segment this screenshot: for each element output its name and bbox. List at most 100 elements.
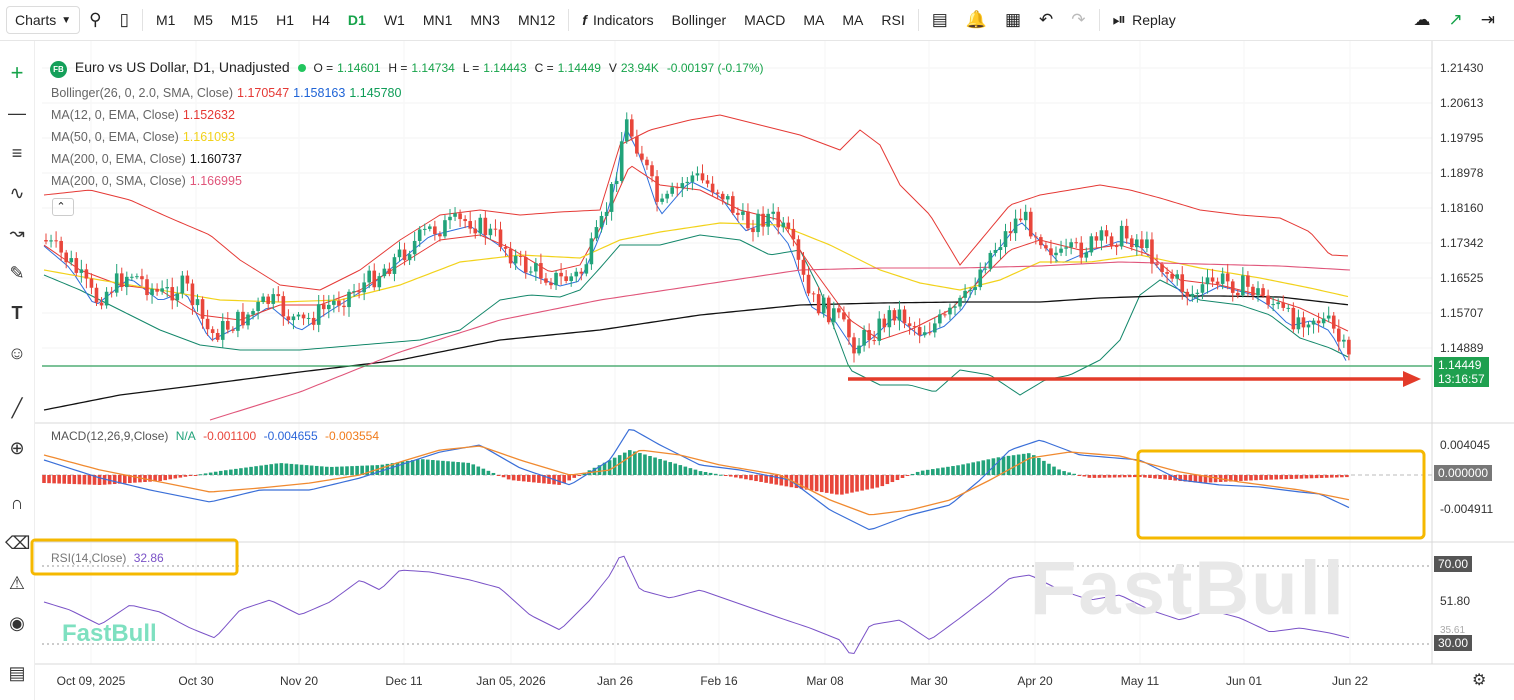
candle-body — [645, 159, 649, 166]
candle-body — [847, 319, 851, 338]
macd-bar — [466, 462, 470, 475]
macd-zero-badge: 0.000000 — [1434, 465, 1493, 481]
indicator-row[interactable]: MA(200, 0, SMA, Close) 1.166995 — [51, 174, 246, 188]
candle-body — [180, 275, 185, 294]
crosshair-icon[interactable]: + — [10, 60, 24, 85]
undo-icon: ↶ — [1039, 10, 1054, 29]
undo-button[interactable]: ↶ — [1030, 0, 1062, 40]
charts-dropdown[interactable]: Charts ▼ — [6, 6, 81, 34]
candle-body — [1251, 286, 1255, 296]
candle-body — [680, 183, 685, 188]
brush-icon[interactable]: ✎ — [9, 263, 25, 283]
macd-bar — [1304, 475, 1309, 479]
macd-bar — [905, 475, 910, 476]
indicator-row[interactable]: MA(50, 0, EMA, Close) 1.161093 — [51, 130, 239, 144]
indicator-shortcut-macd[interactable]: MACD — [744, 12, 786, 28]
alert-button[interactable]: 🔔 — [957, 0, 996, 40]
indicator-shortcut-bollinger[interactable]: Bollinger — [671, 12, 727, 28]
eye-icon[interactable]: ◉ — [9, 613, 25, 633]
candle-body — [135, 276, 139, 278]
macd-bar — [1092, 475, 1097, 478]
macd-bar — [163, 475, 167, 481]
indicators-button[interactable]: f Indicators — [573, 0, 662, 40]
candle-body — [119, 273, 124, 288]
candle-body — [589, 238, 594, 265]
trash-icon[interactable]: ▤ — [8, 663, 26, 683]
collapse-legend-button[interactable]: ⌃ — [52, 198, 74, 216]
candle-body — [973, 287, 977, 290]
settings-gear-icon[interactable]: ⚙ — [1472, 672, 1487, 689]
macd-label: MACD(12,26,9,Close) — [51, 429, 169, 443]
candle-body — [1049, 248, 1053, 256]
search-button[interactable]: ⚲ — [80, 0, 110, 40]
macd-bar — [360, 465, 364, 475]
chart-type-button[interactable]: ▯ — [111, 0, 138, 40]
close-value: 1.14449 — [557, 61, 601, 75]
pattern-tool-icon[interactable]: ∿ — [9, 183, 25, 203]
replay-button[interactable]: ⏯ Replay — [1104, 0, 1185, 40]
fib-tool-icon[interactable]: ≡ — [11, 143, 23, 163]
candle-body — [1261, 288, 1265, 296]
candle-body — [266, 296, 270, 304]
eraser-icon[interactable]: ⌫ — [5, 533, 31, 553]
emoji-icon[interactable]: ☺ — [7, 343, 27, 363]
candle-body — [852, 337, 856, 354]
macd-bar — [239, 468, 243, 475]
timeframe-mn3[interactable]: MN3 — [470, 12, 500, 28]
text-tool-icon[interactable]: T — [11, 303, 23, 323]
projection-tool-icon[interactable]: ↝ — [9, 223, 25, 243]
macd-bar — [860, 475, 864, 491]
timeframe-mn12[interactable]: MN12 — [517, 12, 556, 28]
candle-body — [867, 330, 871, 341]
macd-bar — [1082, 475, 1087, 477]
magnet-icon[interactable]: ∩ — [10, 493, 24, 513]
candle-body — [978, 269, 983, 288]
open-external-button[interactable]: ↗ — [1440, 0, 1472, 40]
macd-bar — [123, 475, 127, 484]
timeframe-h4[interactable]: H4 — [312, 12, 330, 28]
macd-bar — [67, 475, 72, 484]
indicator-row[interactable]: Bollinger(26, 0, 2.0, SMA, Close) 1.17054… — [51, 86, 405, 100]
candle-body — [493, 228, 498, 230]
indicator-shortcut-ma[interactable]: MA — [842, 12, 864, 28]
redo-button[interactable]: ↷ — [1062, 0, 1094, 40]
lock-icon[interactable]: ⚠ — [8, 573, 26, 593]
macd-bar — [420, 459, 425, 475]
exit-button[interactable]: ⇥ — [1472, 0, 1504, 40]
macd-bar — [1299, 475, 1304, 479]
macd-bar — [597, 465, 602, 475]
timeframe-mn1[interactable]: MN1 — [422, 12, 453, 28]
change-value: -0.00197 (-0.17%) — [666, 61, 764, 75]
timeframe-w1[interactable]: W1 — [383, 12, 405, 28]
timeframe-m5[interactable]: M5 — [193, 12, 213, 28]
indicator-shortcut-ma[interactable]: MA — [803, 12, 825, 28]
candle-body — [665, 193, 669, 199]
candle-body — [933, 323, 937, 333]
candle-body — [660, 198, 664, 202]
price-tick: 1.17342 — [1440, 236, 1484, 250]
zoom-in-icon[interactable]: ⊕ — [9, 438, 25, 458]
timeframe-d1[interactable]: D1 — [347, 12, 366, 28]
candle-body — [746, 211, 750, 229]
layout-button[interactable]: ▤ — [923, 0, 957, 40]
timeframe-m1[interactable]: M1 — [155, 12, 176, 28]
candle-body — [392, 257, 397, 274]
macd-bar — [178, 475, 183, 478]
timeframe-h1[interactable]: H1 — [276, 12, 294, 28]
timeframe-m15[interactable]: M15 — [230, 12, 259, 28]
indicator-row[interactable]: MA(200, 0, EMA, Close) 1.160737 — [51, 152, 246, 166]
indicator-shortcut-rsi[interactable]: RSI — [881, 12, 905, 28]
calendar-button[interactable]: ▦ — [996, 0, 1030, 40]
line-tool-icon[interactable]: — — [8, 103, 26, 123]
ruler-icon[interactable]: ╱ — [11, 398, 23, 418]
cloud-button[interactable]: ☁ — [1405, 0, 1440, 40]
bollinger-upper — [43, 114, 1349, 291]
macd-bar — [1198, 475, 1203, 483]
macd-bar — [910, 473, 915, 475]
macd-bar — [875, 475, 880, 488]
indicator-row[interactable]: MA(12, 0, EMA, Close) 1.152632 — [51, 108, 239, 122]
macd-bar — [562, 475, 566, 483]
macd-bar — [759, 475, 763, 482]
indicators-label: Indicators — [592, 12, 654, 28]
